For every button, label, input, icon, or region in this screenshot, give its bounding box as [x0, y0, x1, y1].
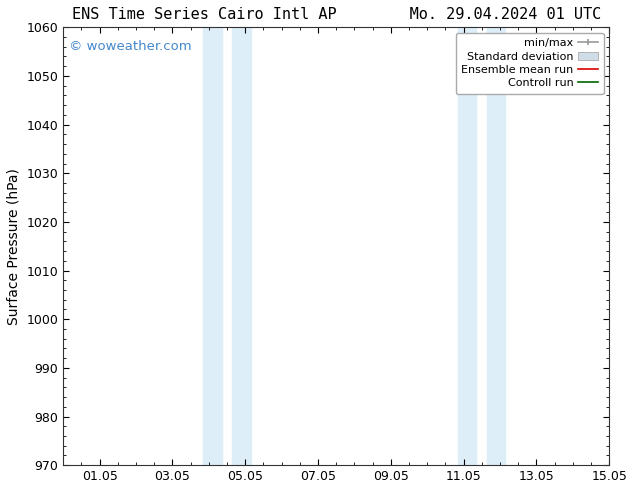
Title: ENS Time Series Cairo Intl AP        Mo. 29.04.2024 01 UTC: ENS Time Series Cairo Intl AP Mo. 29.04.… [72, 7, 601, 22]
Legend: min/max, Standard deviation, Ensemble mean run, Controll run: min/max, Standard deviation, Ensemble me… [456, 33, 604, 94]
Bar [487, 27, 505, 465]
Text: © woweather.com: © woweather.com [68, 40, 191, 53]
Bar [204, 27, 221, 465]
Bar [233, 27, 250, 465]
Bar [458, 27, 476, 465]
Y-axis label: Surface Pressure (hPa): Surface Pressure (hPa) [7, 168, 21, 325]
